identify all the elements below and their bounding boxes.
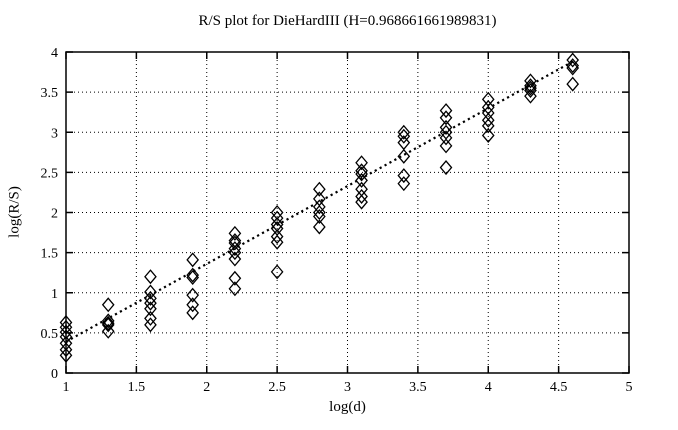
data-point-diamond [566, 52, 580, 68]
data-point-diamond [144, 284, 157, 300]
data-point-diamond [228, 281, 242, 297]
data-point-diamond [270, 229, 284, 245]
data-point-diamond [397, 176, 411, 192]
data-point-diamond [397, 148, 411, 164]
y-tick-label: 1 [51, 287, 58, 302]
x-tick-label: 4.5 [550, 380, 568, 395]
data-point-diamond [101, 317, 115, 333]
data-point-diamond [439, 138, 453, 154]
data-point-diamond [355, 166, 368, 182]
data-point-diamond [481, 118, 495, 134]
data-point-diamond [144, 310, 157, 326]
data-point-diamond [144, 269, 157, 285]
data-point-diamond [312, 181, 326, 197]
data-point-diamond [312, 191, 326, 207]
data-point-diamond [566, 76, 580, 92]
data-point-diamond [312, 209, 326, 225]
data-point-diamond [566, 60, 580, 76]
data-point-diamond [312, 219, 326, 235]
x-tick-label: 2.5 [268, 380, 286, 395]
data-point-diamond [186, 269, 200, 286]
y-tick-label: 1.5 [41, 247, 59, 262]
y-tick-label: 2.5 [41, 166, 59, 181]
chart-title: R/S plot for DieHardIII (H=0.96866166198… [198, 13, 497, 29]
data-point-diamond [312, 199, 326, 215]
data-point-diamond [524, 80, 537, 96]
data-point-diamond [270, 264, 284, 280]
trend-line [65, 59, 577, 343]
data-point-diamond [355, 155, 368, 171]
data-point-diamond [228, 251, 242, 267]
data-point-diamond [524, 73, 537, 89]
data-point-diamond [186, 305, 200, 321]
data-point-diamond [186, 297, 200, 313]
data-point-diamond [101, 323, 115, 339]
data-point-diamond [144, 295, 157, 311]
y-tick-label: 0 [51, 367, 58, 382]
data-point-diamond [397, 128, 411, 144]
data-point-diamond [186, 267, 200, 283]
data-point-diamond [59, 319, 73, 335]
data-point-diamond [144, 290, 157, 306]
x-tick-label: 3 [344, 380, 351, 395]
data-point-diamond [101, 313, 115, 329]
data-point-diamond [270, 234, 284, 250]
data-point-diamond [59, 324, 73, 340]
data-point-diamond [397, 168, 411, 184]
x-tick-label: 1 [63, 380, 70, 395]
data-point-diamond [481, 127, 495, 143]
data-point-diamond [101, 297, 115, 313]
data-point-diamond [355, 188, 368, 204]
data-point-diamond [101, 315, 115, 331]
data-point-diamond [355, 172, 368, 188]
data-point-diamond [397, 124, 411, 140]
data-point-diamond [186, 287, 200, 303]
x-tick-label: 1.5 [128, 380, 146, 395]
data-point-diamond [481, 112, 495, 128]
x-axis-label: log(d) [329, 399, 366, 415]
data-point-diamond [355, 194, 368, 210]
data-point-diamond [59, 314, 73, 330]
data-point-diamond [312, 204, 326, 221]
data-point-diamond [524, 83, 537, 99]
data-point-diamond [144, 301, 157, 317]
data-point-diamond [144, 317, 157, 333]
data-point-diamond [228, 245, 242, 261]
data-point-diamond [439, 110, 453, 126]
x-tick-label: 2 [203, 380, 210, 395]
data-point-diamond [439, 119, 453, 135]
data-point-diamond [524, 78, 537, 94]
x-tick-label: 3.5 [409, 380, 427, 395]
data-point-diamond [228, 241, 242, 257]
x-tick-label: 5 [626, 380, 633, 395]
data-point-diamond [228, 235, 242, 251]
y-tick-label: 0.5 [41, 327, 59, 342]
data-point-diamond [59, 347, 73, 363]
y-tick-label: 3 [51, 126, 58, 141]
data-point-diamond [270, 210, 284, 226]
data-point-diamond [439, 103, 453, 119]
y-tick-label: 4 [51, 46, 58, 61]
data-point-diamond [524, 88, 537, 104]
data-point-diamond [228, 270, 242, 286]
data-point-diamond [439, 160, 453, 176]
x-tick-label: 4 [485, 380, 492, 395]
data-point-diamond [186, 252, 200, 268]
data-point-diamond [228, 225, 242, 241]
data-point-diamond [566, 58, 580, 74]
y-tick-label: 2 [51, 207, 58, 222]
y-tick-label: 3.5 [41, 86, 59, 101]
data-point-diamond [481, 91, 495, 107]
data-point-diamond [59, 342, 73, 358]
data-point-diamond [439, 130, 453, 146]
data-point-diamond [355, 163, 368, 179]
